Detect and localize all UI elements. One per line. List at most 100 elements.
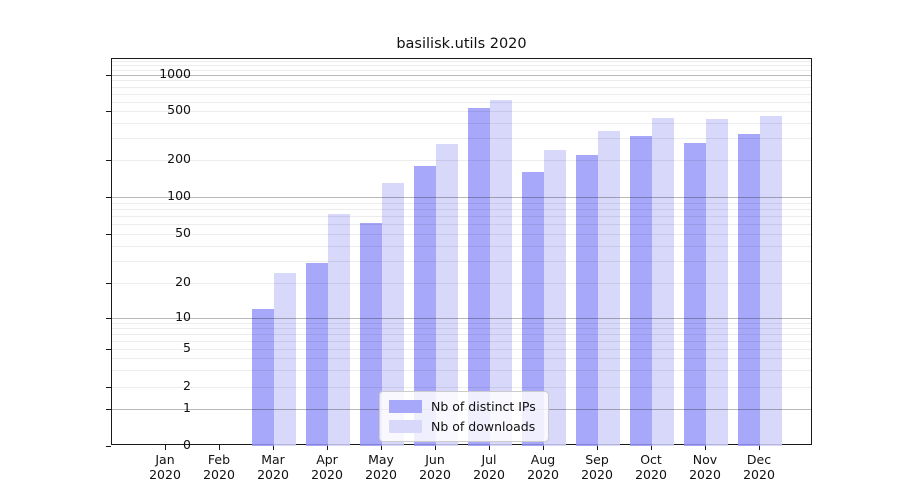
x-tick-label-dec: Dec 2020 bbox=[743, 452, 775, 482]
x-tick-dec bbox=[759, 445, 761, 450]
axis-ticks-layer bbox=[106, 59, 811, 448]
bar-downloads-dec-2020 bbox=[760, 115, 782, 446]
y-tick-20 bbox=[106, 283, 111, 285]
y-tick-1 bbox=[106, 409, 111, 411]
x-tick-may bbox=[381, 445, 383, 450]
bar-distinct-ips-mar-2020 bbox=[252, 308, 274, 446]
y-tick-label-0: 0 bbox=[183, 437, 191, 452]
y-tick-label-200: 200 bbox=[167, 151, 191, 166]
bar-downloads-jul-2020 bbox=[490, 100, 512, 446]
gridline-100 bbox=[112, 197, 811, 198]
x-tick-oct bbox=[651, 445, 653, 450]
x-tick-label-jun: Jun 2020 bbox=[419, 452, 451, 482]
gridline-30 bbox=[112, 261, 811, 263]
y-tick-5 bbox=[106, 349, 111, 351]
bars-layer bbox=[112, 59, 811, 446]
x-tick-label-oct: Oct 2020 bbox=[635, 452, 667, 482]
y-tick-label-2: 2 bbox=[183, 378, 191, 393]
bar-downloads-aug-2020 bbox=[544, 150, 566, 446]
x-tick-label-jan: Jan 2020 bbox=[149, 452, 181, 482]
gridline-8 bbox=[112, 327, 811, 329]
gridline-800 bbox=[112, 86, 811, 88]
gridline-500 bbox=[112, 111, 811, 112]
legend-swatch-downloads bbox=[389, 420, 422, 433]
gridline-700 bbox=[112, 93, 811, 95]
gridline-20 bbox=[112, 283, 811, 284]
y-tick-label-50: 50 bbox=[175, 225, 191, 240]
x-tick-label-jul: Jul 2020 bbox=[473, 452, 505, 482]
y-tick-label-1: 1 bbox=[183, 400, 191, 415]
x-tick-label-sep: Sep 2020 bbox=[581, 452, 613, 482]
x-tick-nov bbox=[705, 445, 707, 450]
y-tick-label-100: 100 bbox=[167, 188, 191, 203]
y-tick-label-1000: 1000 bbox=[159, 66, 191, 81]
x-tick-label-feb: Feb 2020 bbox=[203, 452, 235, 482]
x-tick-label-aug: Aug 2020 bbox=[527, 452, 559, 482]
gridline-7 bbox=[112, 333, 811, 335]
gridline-6 bbox=[112, 340, 811, 342]
bar-distinct-ips-nov-2020 bbox=[684, 143, 706, 446]
gridline-200 bbox=[112, 160, 811, 161]
bar-distinct-ips-aug-2020 bbox=[522, 171, 544, 446]
y-tick-1000 bbox=[106, 75, 111, 77]
bar-distinct-ips-dec-2020 bbox=[738, 133, 760, 446]
gridline-600 bbox=[112, 101, 811, 103]
bar-distinct-ips-may-2020 bbox=[360, 223, 382, 446]
bar-downloads-nov-2020 bbox=[706, 118, 728, 446]
x-tick-mar bbox=[273, 445, 275, 450]
bar-downloads-mar-2020 bbox=[274, 273, 296, 446]
legend-row-downloads: Nb of downloads bbox=[389, 419, 536, 434]
gridline-40 bbox=[112, 245, 811, 247]
chart-title: basilisk.utils 2020 bbox=[396, 36, 527, 52]
y-tick-10 bbox=[106, 318, 111, 320]
y-tick-50 bbox=[106, 234, 111, 236]
x-tick-jun bbox=[435, 445, 437, 450]
gridline-60 bbox=[112, 224, 811, 226]
y-tick-label-10: 10 bbox=[175, 309, 191, 324]
x-tick-jul bbox=[489, 445, 491, 450]
gridline-400 bbox=[112, 122, 811, 124]
plot-area: Nb of distinct IPs Nb of downloads bbox=[106, 58, 812, 448]
legend-swatch-distinct-ips bbox=[389, 400, 422, 413]
bar-distinct-ips-sep-2020 bbox=[576, 154, 598, 446]
bar-downloads-oct-2020 bbox=[652, 117, 674, 446]
gridline-70 bbox=[112, 216, 811, 218]
gridline-10 bbox=[112, 318, 811, 319]
bar-downloads-apr-2020 bbox=[328, 213, 350, 446]
x-tick-label-apr: Apr 2020 bbox=[311, 452, 343, 482]
y-tick-label-5: 5 bbox=[183, 340, 191, 355]
bar-downloads-sep-2020 bbox=[598, 130, 620, 446]
x-tick-aug bbox=[543, 445, 545, 450]
gridline-3 bbox=[112, 370, 811, 372]
gridline-1200 bbox=[112, 65, 811, 67]
bar-distinct-ips-oct-2020 bbox=[630, 135, 652, 446]
gridline-900 bbox=[112, 80, 811, 82]
gridline-5 bbox=[112, 349, 811, 350]
legend-row-distinct-ips: Nb of distinct IPs bbox=[389, 399, 536, 414]
x-tick-sep bbox=[597, 445, 599, 450]
x-tick-feb bbox=[219, 445, 221, 450]
gridline-4 bbox=[112, 358, 811, 360]
bar-distinct-ips-apr-2020 bbox=[306, 263, 328, 446]
gridline-9 bbox=[112, 322, 811, 324]
bar-downloads-may-2020 bbox=[382, 182, 404, 446]
y-tick-500 bbox=[106, 111, 111, 113]
gridline-80 bbox=[112, 208, 811, 210]
gridline-1000 bbox=[112, 75, 811, 76]
y-tick-label-20: 20 bbox=[175, 274, 191, 289]
gridline-50 bbox=[112, 234, 811, 235]
bar-distinct-ips-jun-2020 bbox=[414, 165, 436, 446]
x-tick-label-may: May 2020 bbox=[365, 452, 397, 482]
bar-distinct-ips-jul-2020 bbox=[468, 108, 490, 446]
legend: Nb of distinct IPs Nb of downloads bbox=[379, 391, 549, 442]
y-tick-0 bbox=[106, 446, 111, 448]
bar-downloads-jun-2020 bbox=[436, 144, 458, 446]
gridlines-layer bbox=[112, 59, 811, 444]
gridline-2 bbox=[112, 387, 811, 388]
y-tick-label-500: 500 bbox=[167, 102, 191, 117]
x-tick-jan bbox=[165, 445, 167, 450]
gridline-90 bbox=[112, 202, 811, 204]
gridline-1300 bbox=[112, 61, 811, 63]
gridline-1100 bbox=[112, 69, 811, 71]
